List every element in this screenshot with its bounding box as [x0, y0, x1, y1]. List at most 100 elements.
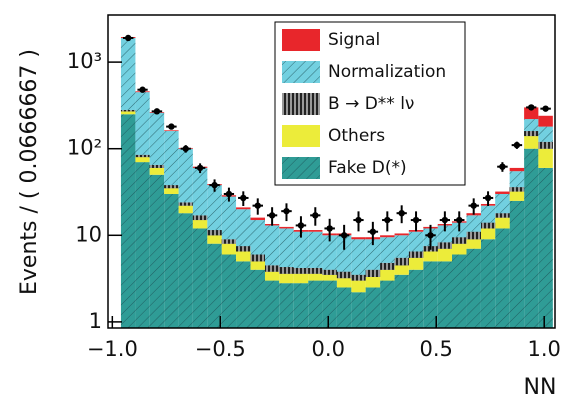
- bar-hatch: [250, 220, 265, 255]
- bar-hatch: [495, 228, 510, 328]
- bar-hatch: [394, 274, 409, 328]
- bar-hatch: [221, 239, 237, 244]
- bar-segment: [408, 257, 424, 270]
- data-point: [470, 202, 477, 209]
- bar-segment: [437, 248, 452, 262]
- data-point: [225, 190, 233, 198]
- data-point: [456, 216, 463, 224]
- legend-swatch-hatch: [282, 93, 320, 115]
- axes-frame: [107, 14, 556, 329]
- bar-segment: [264, 271, 280, 281]
- bar-hatch: [192, 215, 208, 221]
- bar-hatch: [336, 271, 352, 279]
- data-point: [182, 145, 189, 152]
- bar-segment: [236, 251, 251, 262]
- bar-hatch: [178, 202, 193, 206]
- bar-hatch: [538, 141, 553, 149]
- bar-hatch: [509, 187, 525, 192]
- data-point: [196, 164, 204, 172]
- bar-hatch: [538, 167, 553, 328]
- bar-segment: [451, 243, 467, 255]
- bar-hatch: [480, 205, 496, 223]
- bar-segment: [394, 233, 409, 236]
- data-point: [499, 163, 506, 170]
- bar-hatch: [480, 222, 496, 229]
- bar-hatch: [380, 262, 395, 270]
- bar-segment: [380, 269, 395, 281]
- data-point: [542, 105, 549, 112]
- legend-label: Fake D(*): [328, 158, 407, 178]
- bar-segment: [178, 205, 193, 214]
- bar-hatch: [120, 114, 136, 329]
- bar-hatch: [264, 280, 280, 328]
- bar-segment: [250, 261, 265, 270]
- data-point: [240, 194, 247, 202]
- bar-segment: [524, 136, 539, 149]
- bar-hatch: [192, 228, 208, 328]
- bar-segment: [279, 226, 294, 229]
- bar-segment: [509, 191, 525, 201]
- data-point: [355, 216, 362, 224]
- legend-label: Normalization: [328, 62, 446, 82]
- bar-hatch: [207, 230, 222, 236]
- legend-label: Others: [328, 126, 385, 146]
- bar-hatch: [178, 148, 193, 203]
- data-point: [297, 222, 305, 229]
- x-tick-label: 0.0: [312, 337, 345, 361]
- legend-swatch-hatch: [282, 61, 320, 83]
- bar-hatch: [120, 37, 136, 110]
- x-tick-label: −0.5: [195, 337, 246, 361]
- bar-segment: [351, 280, 366, 293]
- bar-hatch: [351, 292, 366, 328]
- y-axis-label: Events / ( 0.0666667 ): [17, 49, 42, 295]
- bar-hatch: [207, 185, 222, 231]
- bar-hatch: [164, 131, 179, 186]
- y-tick-label: 1: [89, 309, 102, 333]
- bar-segment: [293, 273, 309, 284]
- bar-segment: [164, 130, 179, 132]
- bar-hatch: [308, 267, 323, 274]
- bar-segment: [120, 111, 136, 115]
- bar-hatch: [365, 269, 381, 277]
- bar-hatch: [336, 287, 352, 328]
- data-point: [211, 181, 218, 189]
- bar-hatch: [293, 283, 309, 328]
- bar-segment: [351, 237, 366, 240]
- bar-hatch: [264, 265, 280, 272]
- bar-hatch: [293, 267, 309, 274]
- bar-hatch: [250, 269, 265, 328]
- bar-hatch: [164, 193, 179, 328]
- y-tick-label: 10²: [67, 136, 102, 160]
- data-point: [513, 141, 521, 149]
- bar-hatch: [365, 287, 381, 328]
- bar-segment: [236, 207, 251, 210]
- data-point: [398, 209, 405, 217]
- bar-segment: [250, 217, 265, 221]
- bar-hatch: [322, 269, 337, 275]
- legend-label: B → D** lν: [328, 94, 414, 114]
- bar-hatch: [336, 235, 352, 272]
- bar-hatch: [509, 171, 525, 188]
- bar-hatch: [451, 254, 467, 328]
- bar-segment: [221, 243, 237, 255]
- legend-swatch: [282, 125, 320, 147]
- bar-hatch: [322, 280, 337, 328]
- data-point: [254, 202, 261, 209]
- bar-hatch: [264, 225, 280, 266]
- bar-segment: [423, 251, 438, 262]
- bar-hatch: [149, 164, 165, 168]
- bar-hatch: [538, 126, 553, 142]
- bar-hatch: [509, 200, 525, 328]
- bar-hatch: [365, 239, 381, 270]
- bar-hatch: [423, 261, 438, 328]
- bar-segment: [279, 273, 294, 284]
- bar-segment: [322, 274, 337, 281]
- bar-segment: [380, 235, 395, 238]
- bar-hatch: [178, 213, 193, 328]
- bar-hatch: [437, 261, 452, 328]
- data-point: [384, 216, 391, 224]
- data-point: [340, 232, 348, 239]
- bar-hatch: [236, 246, 251, 252]
- bar-segment: [524, 107, 539, 120]
